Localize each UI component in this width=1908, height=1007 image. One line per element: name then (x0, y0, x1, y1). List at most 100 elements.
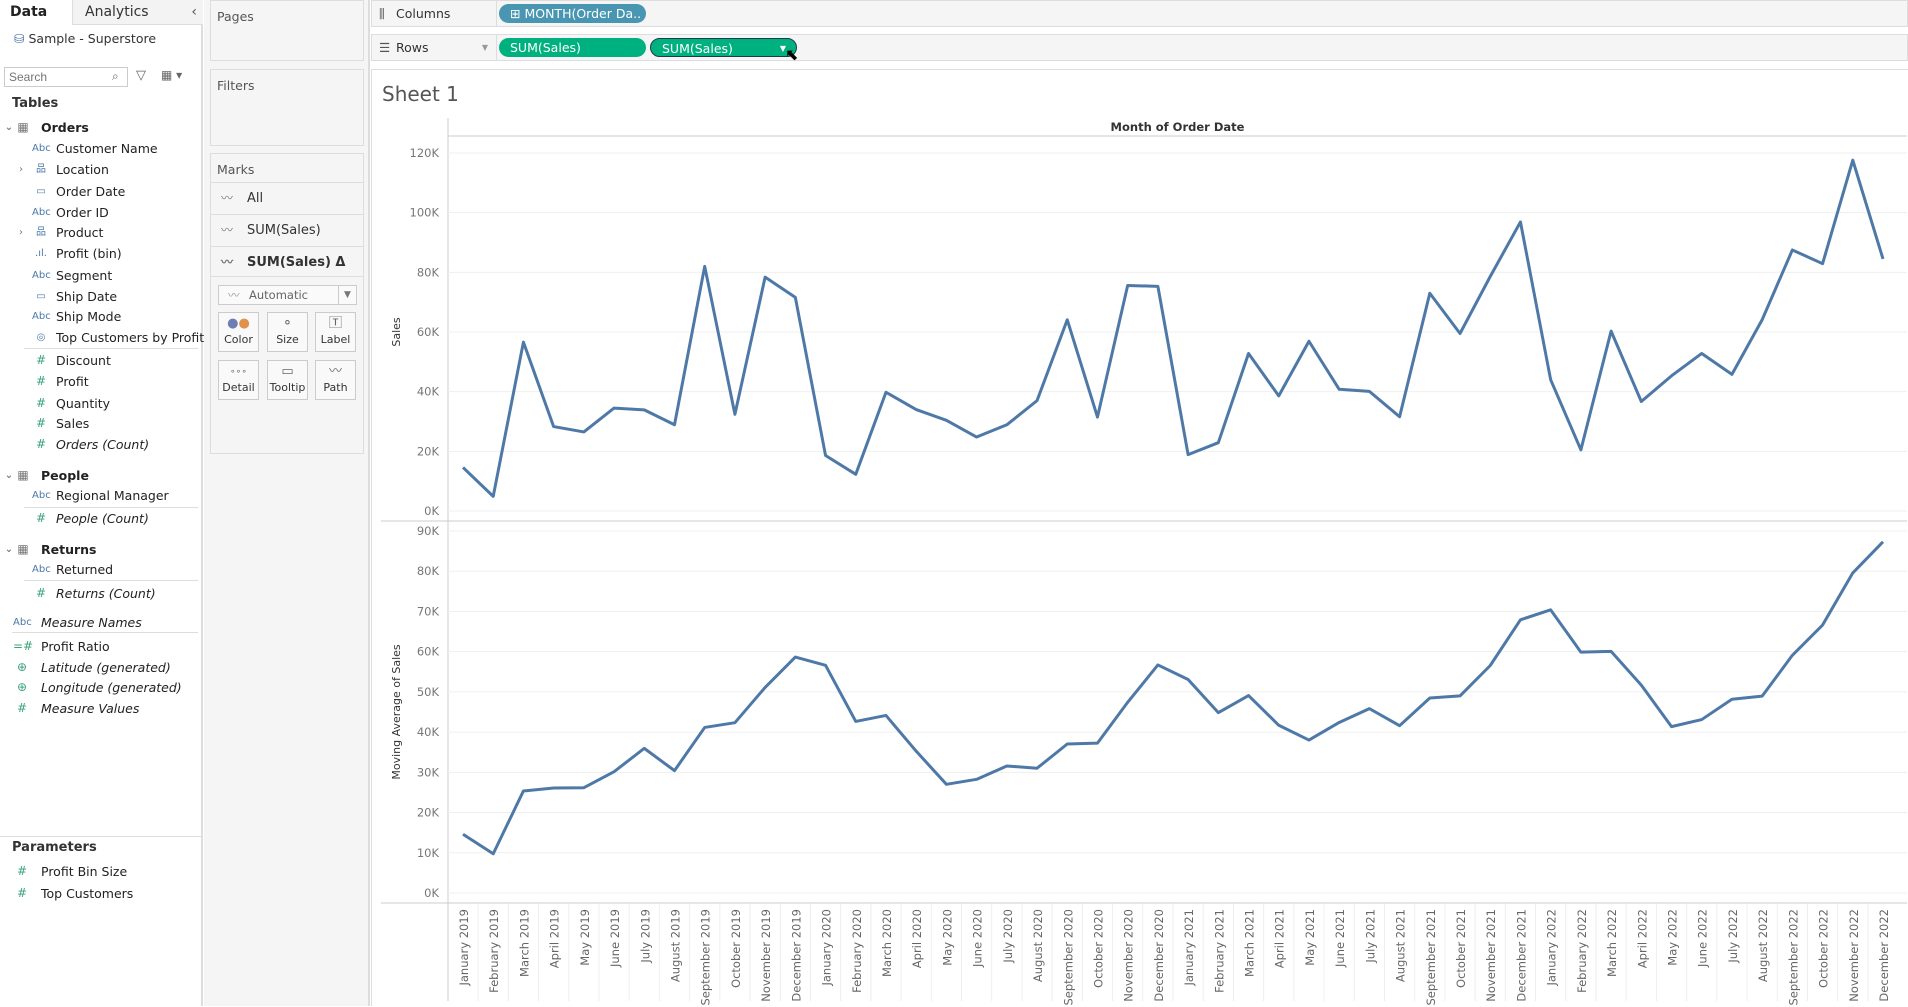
x-tick-label: August 2019 (668, 909, 682, 982)
field-quantity[interactable]: #Quantity (0, 393, 200, 414)
field-profit-bin-size[interactable]: #Profit Bin Size (0, 861, 200, 882)
color-button[interactable]: ●●Color (218, 312, 259, 352)
field-orders-count[interactable]: #Orders (Count) (0, 434, 200, 455)
abc-icon: Abc (32, 202, 50, 223)
field-label: Longitude (generated) (41, 677, 182, 698)
parameters-divider (0, 836, 203, 837)
tab-analytics-label: Analytics (85, 4, 149, 20)
hierarchy-icon: 品 (32, 159, 50, 180)
sum-sales-moving-avg-pill[interactable]: SUM(Sales)▼ (650, 38, 797, 57)
field-top-customers[interactable]: #Top Customers (0, 883, 200, 904)
y-tick-label: 90K (417, 524, 440, 538)
field-longitude-generated[interactable]: ⊕Longitude (generated) (0, 677, 200, 698)
field-label: Ship Date (56, 286, 117, 307)
search-input[interactable] (4, 67, 128, 87)
field-top-customers-by-profit[interactable]: ◎Top Customers by Profit (0, 327, 200, 348)
field-measure-values[interactable]: #Measure Values (0, 698, 200, 719)
marks-sum-sales-delta-label: SUM(Sales) Δ (247, 255, 345, 270)
column-header: Month of Order Date (1111, 120, 1245, 134)
field-returns-count[interactable]: # Returns (Count) (0, 583, 200, 604)
marks-sum-sales[interactable]: 〰SUM(Sales) (211, 214, 363, 245)
sum-sales-pill[interactable]: SUM(Sales) (499, 38, 646, 57)
field-people[interactable]: ⌄▦People (0, 465, 200, 486)
month-pill-label: MONTH(Order Da.. (524, 6, 641, 21)
y-tick-label: 10K (417, 846, 440, 860)
month-order-date-pill[interactable]: ⊞ MONTH(Order Da.. (499, 4, 646, 23)
field-people-count[interactable]: #People (Count) (0, 508, 200, 529)
field-label: Returns (Count) (56, 583, 156, 604)
measure-icon: # (32, 350, 50, 371)
detail-icon: ∘∘∘ (219, 361, 258, 381)
chevron-down-icon[interactable]: ▼ (482, 35, 488, 60)
marks-all[interactable]: 〰All (211, 182, 363, 213)
mark-type-label: Automatic (249, 288, 308, 302)
measure-icon: # (32, 583, 50, 604)
collapse-pane-icon[interactable]: ‹ (191, 0, 197, 25)
view-list-icon[interactable]: ▦ ▾ (161, 68, 182, 82)
field-sales[interactable]: #Sales (0, 413, 200, 434)
filter-icon[interactable]: ▽ (136, 68, 146, 83)
columns-shelf[interactable]: ⫼Columns ⊞ MONTH(Order Da.. (371, 0, 1908, 27)
x-tick-label: March 2021 (1243, 909, 1257, 977)
chevron-right-icon[interactable]: › (12, 222, 30, 243)
abc-icon: Abc (32, 138, 50, 159)
measure-icon: # (32, 413, 50, 434)
tooltip-button[interactable]: ▭Tooltip (267, 360, 308, 400)
detail-button[interactable]: ∘∘∘Detail (218, 360, 259, 400)
filters-title: Filters (217, 78, 254, 93)
field-returns[interactable]: ⌄▦Returns (0, 539, 200, 560)
x-tick-label: December 2021 (1514, 909, 1528, 1002)
measure-icon: # (32, 508, 50, 529)
hierarchy-icon: 品 (32, 222, 50, 243)
tab-data[interactable]: Data (0, 0, 72, 25)
pages-card[interactable]: Pages (210, 0, 364, 61)
field-profit-ratio[interactable]: =#Profit Ratio (0, 636, 200, 657)
x-tick-label: December 2020 (1152, 909, 1166, 1002)
field-discount[interactable]: # Discount (0, 350, 200, 371)
filters-card[interactable]: Filters (210, 69, 364, 146)
abc-icon: Abc (13, 612, 31, 633)
rows-shelf[interactable]: ☰Rows▼ SUM(Sales) SUM(Sales)▼ (371, 34, 1908, 61)
x-tick-label: May 2022 (1666, 909, 1680, 966)
field-latitude-generated[interactable]: ⊕Latitude (generated) (0, 657, 200, 678)
x-tick-label: April 2021 (1273, 909, 1287, 968)
abc-icon: Abc (32, 559, 50, 580)
path-button[interactable]: 〰Path (315, 360, 356, 400)
x-tick-label: January 2020 (820, 909, 834, 987)
label-label: Label (321, 333, 351, 346)
y-tick-label: 70K (417, 604, 440, 618)
database-icon: ⛁ (14, 31, 24, 46)
chevron-right-icon[interactable]: › (12, 159, 30, 180)
field-profit-bin[interactable]: .ıl.Profit (bin) (0, 243, 200, 264)
field-orders[interactable]: ⌄▦Orders (0, 117, 200, 138)
measure-icon: # (13, 883, 31, 904)
line-mark-icon: 〰 (221, 215, 233, 246)
line-mark-icon: 〰 (221, 183, 233, 214)
datasource[interactable]: ⛁ Sample - Superstore (14, 31, 156, 46)
search-icon[interactable]: ⌕ (112, 69, 119, 84)
field-order-date[interactable]: ▭Order Date (0, 181, 200, 202)
size-button[interactable]: ⚬Size (267, 312, 308, 352)
field-label: Orders (41, 117, 89, 138)
marks-sum-sales-delta[interactable]: 〰SUM(Sales) Δ (211, 246, 363, 277)
tab-analytics[interactable]: Analytics ‹ (72, 0, 203, 25)
x-tick-label: February 2019 (487, 909, 501, 993)
mark-type-dropdown[interactable]: 〰Automatic▼ (218, 285, 357, 305)
field-profit[interactable]: #Profit (0, 371, 200, 392)
section-divider (12, 632, 198, 633)
field-ship-date[interactable]: ▭Ship Date (0, 286, 200, 307)
columns-icon: ⫼ (379, 1, 385, 26)
field-label: Discount (56, 350, 111, 371)
path-icon: 〰 (316, 361, 355, 381)
